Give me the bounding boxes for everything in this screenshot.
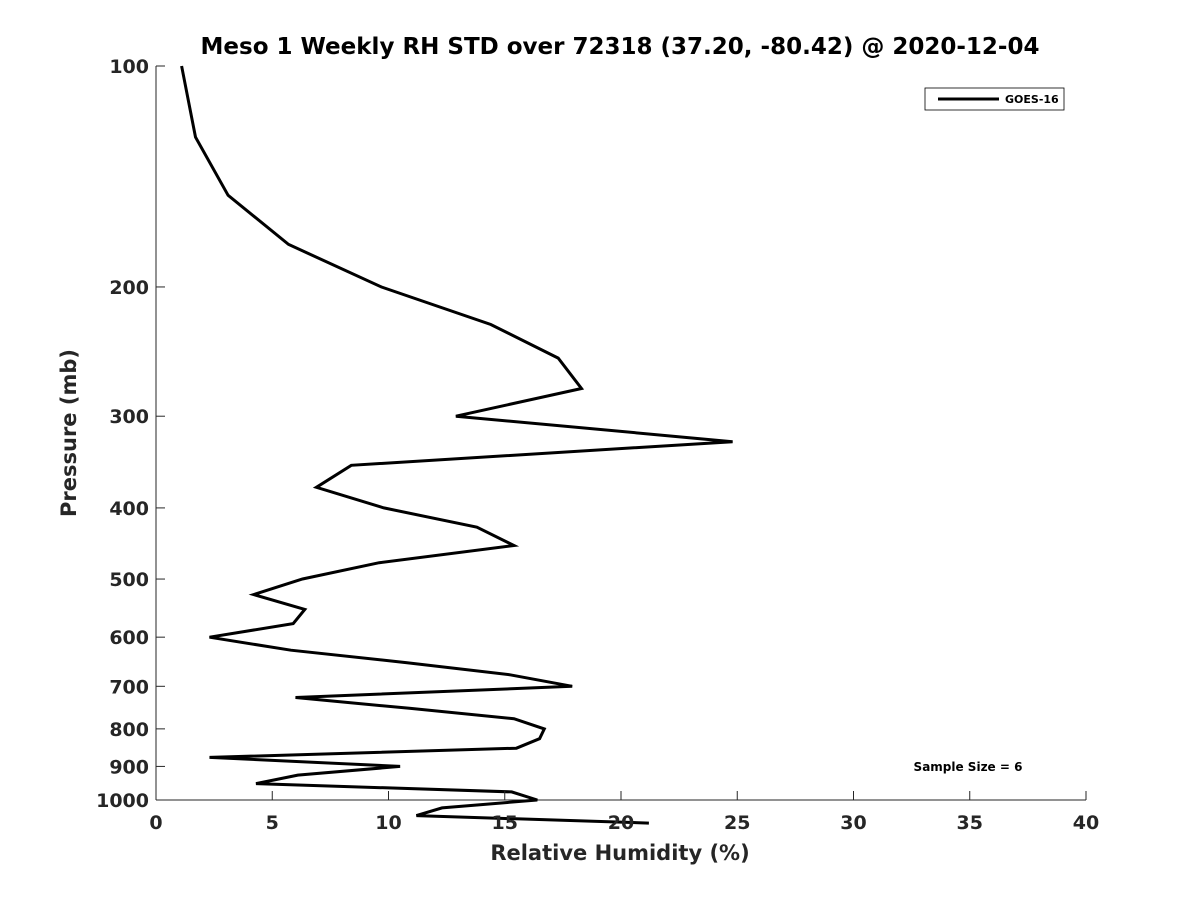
y-axis-ticks: 100 200 300 400 500 600 700 800 900 1000: [96, 56, 165, 812]
chart-title: Meso 1 Weekly RH STD over 72318 (37.20, …: [201, 34, 1040, 60]
series-line-goes-16: [180, 65, 733, 825]
legend: GOES-16: [924, 87, 1065, 111]
plot-area: [155, 65, 1086, 825]
x-tick-label: 40: [1073, 812, 1099, 834]
y-tick-label: 700: [109, 676, 149, 698]
y-tick-label: 900: [109, 756, 149, 778]
x-tick-label: 25: [724, 812, 750, 834]
y-tick-label: 200: [109, 277, 149, 299]
x-axis-ticks: 0 5 10 15 20 25 30 35 40: [149, 791, 1099, 834]
y-tick-label: 100: [109, 56, 149, 78]
x-tick-label: 35: [957, 812, 983, 834]
x-tick-label: 10: [375, 812, 401, 834]
x-tick-label: 0: [149, 812, 162, 834]
x-tick-label: 5: [266, 812, 279, 834]
y-tick-label: 800: [109, 719, 149, 741]
y-tick-label: 500: [109, 569, 149, 591]
y-tick-label: 400: [109, 498, 149, 520]
x-tick-label: 15: [492, 812, 518, 834]
y-tick-label: 300: [109, 406, 149, 428]
x-tick-label: 30: [840, 812, 866, 834]
x-axis-label: Relative Humidity (%): [490, 841, 749, 865]
y-tick-label: 600: [109, 627, 149, 649]
legend-label-goes-16: GOES-16: [1005, 93, 1059, 106]
sample-size-annotation: Sample Size = 6: [914, 760, 1023, 774]
y-axis-label: Pressure (mb): [57, 349, 81, 517]
y-tick-label: 1000: [96, 790, 149, 812]
x-tick-label: 20: [608, 812, 634, 834]
